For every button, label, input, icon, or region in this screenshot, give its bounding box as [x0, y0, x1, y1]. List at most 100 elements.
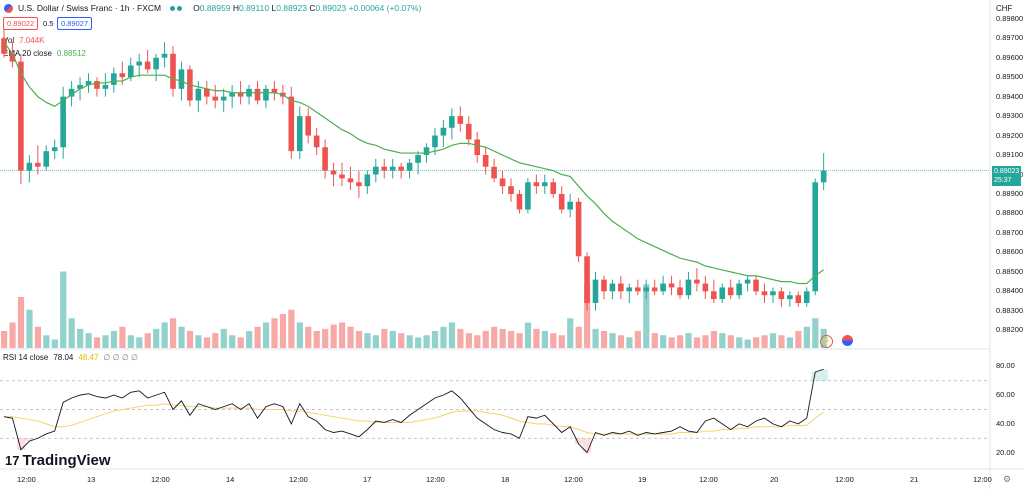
rsi-oversold-fill [583, 438, 592, 453]
lightning-event-icon[interactable]: ⚡ [820, 335, 833, 348]
candle-body [305, 116, 311, 136]
volume-bar [415, 337, 422, 348]
volume-bar [288, 309, 295, 348]
economic-event-flag-icon[interactable] [842, 335, 853, 346]
candle-body [398, 166, 404, 171]
volume-bar [237, 337, 244, 348]
sell-price-button[interactable]: 0.89022 [3, 17, 39, 30]
time-tick: 17 [363, 475, 372, 484]
volume-bar [423, 335, 430, 348]
candle-body [406, 162, 413, 171]
volume-bar [651, 333, 658, 348]
price-tick: 0.88800 [996, 208, 1024, 218]
candle-body [68, 88, 75, 97]
buy-price-button[interactable]: 0.89027 [57, 17, 93, 30]
time-tick: 12:00 [289, 475, 308, 484]
volume-bar [212, 333, 219, 348]
price-tick: 0.88400 [996, 286, 1024, 296]
volume-bar [220, 328, 227, 348]
rsi-tick: 80.00 [996, 361, 1015, 371]
volume-bar [347, 326, 354, 348]
candle-body [288, 96, 295, 152]
volume-bar [77, 328, 84, 348]
candle-body [9, 53, 16, 62]
volume-bar [246, 331, 253, 348]
volume-bar [516, 333, 523, 348]
volume-bar [34, 326, 41, 348]
volume-bar [296, 322, 303, 348]
currency-label[interactable]: CHF [996, 4, 1013, 13]
time-tick: 12:00 [973, 475, 992, 484]
candle-body [330, 170, 337, 175]
candle-body [212, 96, 219, 101]
candle-body [364, 174, 371, 187]
candle-body [550, 182, 557, 194]
volume-legend[interactable]: Vol 7.044K [3, 36, 45, 45]
volume-bar [431, 331, 439, 348]
symbol-title: U.S. Dollar / Swiss Franc · 1h · FXCM [18, 3, 162, 13]
candle-body [584, 256, 590, 304]
time-tick: 13 [87, 475, 96, 484]
volume-bar [144, 333, 151, 348]
volume-bar [195, 335, 202, 348]
volume-bar [271, 318, 278, 348]
time-tick: 12:00 [426, 475, 445, 484]
volume-bar [364, 333, 371, 348]
candle-body [423, 147, 430, 156]
candle-body [474, 139, 480, 156]
volume-bar [85, 333, 92, 348]
candle-body [313, 135, 320, 148]
tradingview-logo[interactable]: 17 TradingView [5, 452, 111, 469]
volume-bar [102, 335, 109, 348]
volume-bar [727, 335, 734, 348]
volume-bar [677, 335, 684, 348]
candle-body [263, 88, 269, 101]
candle-body [381, 166, 388, 171]
volume-bar [60, 271, 67, 348]
time-tick: 12:00 [835, 475, 854, 484]
volume-bar [769, 333, 777, 348]
volume-bar [119, 326, 126, 348]
candle-body [35, 162, 41, 167]
candle-body [694, 279, 700, 284]
volume-bar [389, 331, 396, 348]
candle-body [296, 116, 303, 152]
candle-body [820, 170, 827, 183]
tv-logo-icon: 17 [5, 453, 20, 468]
candle-body [60, 96, 66, 148]
settings-icon[interactable]: ⚙ [1003, 474, 1012, 484]
candle-body [660, 283, 666, 292]
volume-bar [558, 335, 565, 348]
volume-bar [305, 326, 312, 348]
symbol-legend[interactable]: U.S. Dollar / Swiss Franc · 1h · FXCM O0… [4, 3, 421, 13]
volume-bar [474, 335, 481, 348]
rsi-pane [0, 368, 990, 454]
candle-body [711, 291, 717, 300]
ohlc-readout: O0.88959 H0.89110 L0.88923 C0.89023 +0.0… [193, 3, 422, 13]
candle-body [119, 73, 126, 78]
rsi-oversold-fill [16, 438, 26, 450]
ema-legend[interactable]: EMA 20 close 0.88512 [3, 49, 86, 58]
flag-icon [4, 3, 13, 13]
candle-body [465, 123, 472, 140]
ema-line [3, 41, 824, 285]
last-price-marker: 0.89023 25:37 [992, 165, 1022, 186]
volume-bar [812, 318, 819, 348]
volume-bar [254, 326, 261, 348]
candle-body [778, 291, 785, 300]
rsi-polyline [3, 368, 824, 454]
volume-bar [322, 328, 329, 348]
volume-bar [693, 337, 701, 348]
volume-bar [482, 331, 489, 348]
volume-bar [170, 318, 177, 348]
rsi-legend[interactable]: RSI 14 close 78.04 48.47 ∅ ∅ ∅ ∅ [3, 353, 138, 362]
candle-body [491, 166, 497, 179]
volume-bar [702, 335, 709, 348]
candle-body [1, 38, 7, 54]
candle-body [634, 287, 641, 292]
volume-bar [355, 331, 363, 348]
volume-bar [753, 337, 760, 348]
candle-body [220, 96, 227, 101]
candle-body [626, 287, 633, 292]
